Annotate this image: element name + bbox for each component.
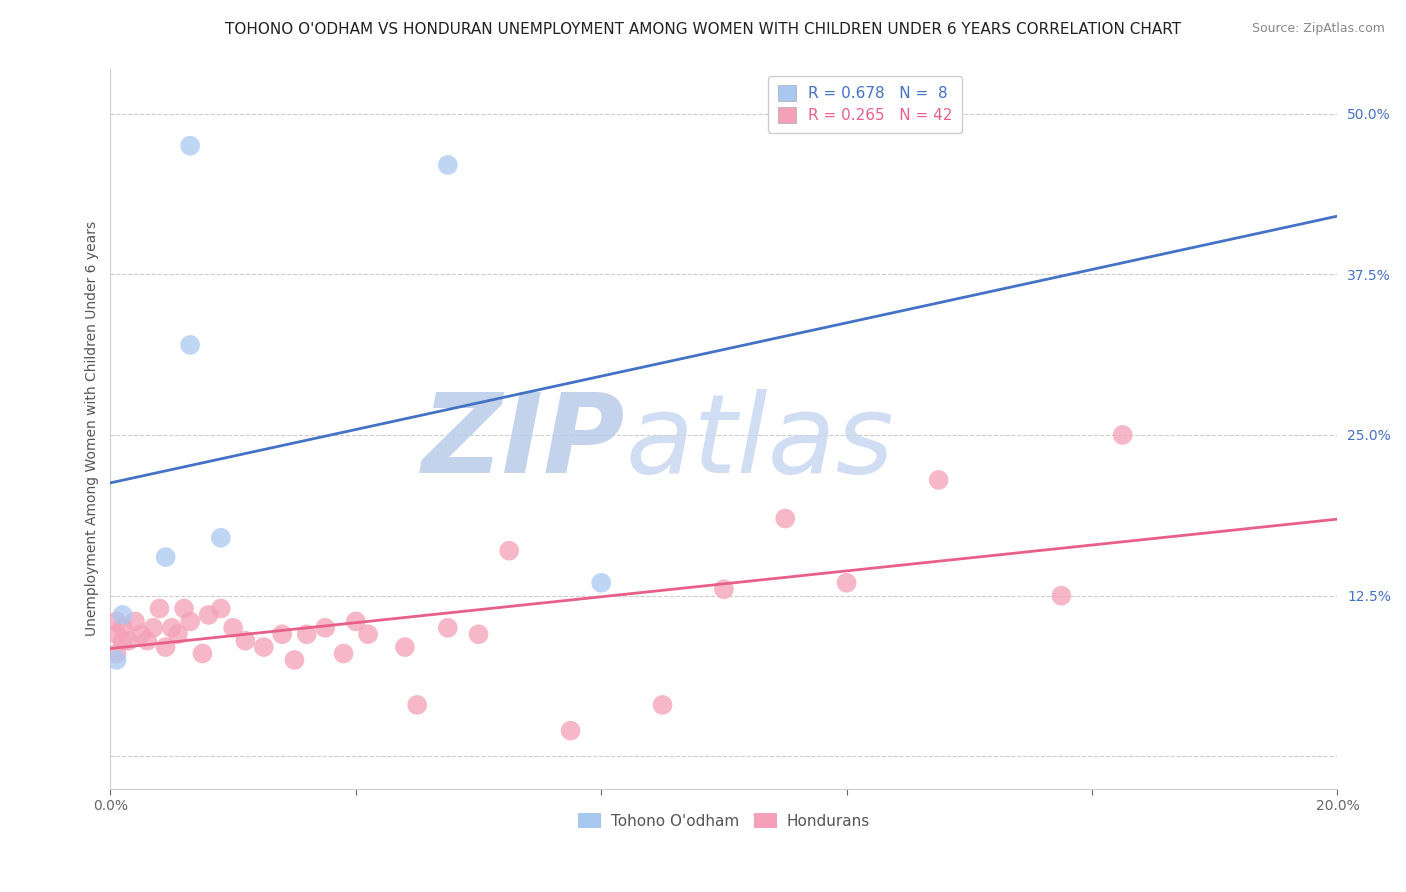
- Legend: Tohono O'odham, Hondurans: Tohono O'odham, Hondurans: [572, 806, 876, 835]
- Point: [498, 543, 520, 558]
- Point: [136, 633, 159, 648]
- Point: [1050, 589, 1073, 603]
- Point: [713, 582, 735, 597]
- Point: [155, 550, 177, 565]
- Y-axis label: Unemployment Among Women with Children Under 6 years: Unemployment Among Women with Children U…: [86, 221, 100, 636]
- Point: [835, 575, 858, 590]
- Point: [560, 723, 582, 738]
- Point: [105, 653, 128, 667]
- Point: [197, 607, 219, 622]
- Point: [332, 647, 354, 661]
- Point: [775, 511, 797, 525]
- Point: [167, 627, 190, 641]
- Point: [148, 601, 170, 615]
- Point: [105, 627, 128, 641]
- Point: [111, 621, 134, 635]
- Point: [179, 138, 201, 153]
- Point: [295, 627, 318, 641]
- Point: [235, 633, 257, 648]
- Point: [253, 640, 276, 654]
- Point: [129, 627, 152, 641]
- Point: [406, 698, 429, 712]
- Point: [105, 615, 128, 629]
- Point: [179, 338, 201, 352]
- Text: atlas: atlas: [626, 390, 894, 497]
- Point: [357, 627, 380, 641]
- Point: [111, 633, 134, 648]
- Point: [209, 601, 232, 615]
- Point: [155, 640, 177, 654]
- Point: [314, 621, 336, 635]
- Point: [118, 633, 141, 648]
- Point: [283, 653, 305, 667]
- Text: ZIP: ZIP: [422, 390, 626, 497]
- Point: [105, 647, 128, 661]
- Point: [209, 531, 232, 545]
- Text: Source: ZipAtlas.com: Source: ZipAtlas.com: [1251, 22, 1385, 36]
- Point: [222, 621, 245, 635]
- Text: TOHONO O'ODHAM VS HONDURAN UNEMPLOYMENT AMONG WOMEN WITH CHILDREN UNDER 6 YEARS : TOHONO O'ODHAM VS HONDURAN UNEMPLOYMENT …: [225, 22, 1181, 37]
- Point: [124, 615, 146, 629]
- Point: [173, 601, 195, 615]
- Point: [928, 473, 950, 487]
- Point: [179, 615, 201, 629]
- Point: [160, 621, 183, 635]
- Point: [344, 615, 367, 629]
- Point: [467, 627, 489, 641]
- Point: [394, 640, 416, 654]
- Point: [142, 621, 165, 635]
- Point: [271, 627, 294, 641]
- Point: [651, 698, 673, 712]
- Point: [591, 575, 613, 590]
- Point: [111, 607, 134, 622]
- Point: [437, 621, 460, 635]
- Point: [1111, 428, 1133, 442]
- Point: [191, 647, 214, 661]
- Point: [437, 158, 460, 172]
